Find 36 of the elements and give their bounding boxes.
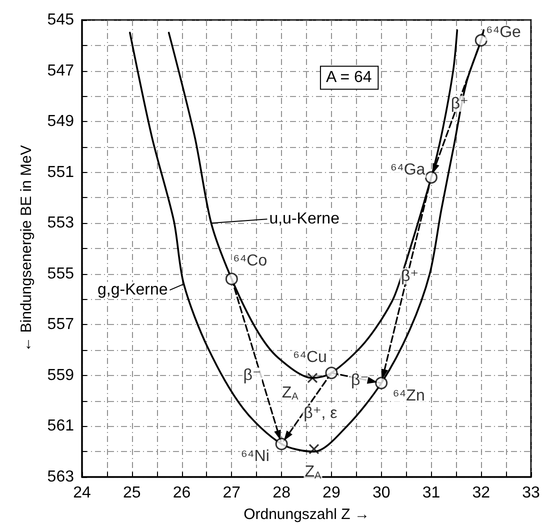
annotation: ⁶⁴Ge xyxy=(486,24,522,42)
y-tick-label: 545 xyxy=(47,12,74,28)
x-tick-label: 29 xyxy=(322,484,340,502)
y-tick-label: 553 xyxy=(47,214,74,232)
x-tick-label: 26 xyxy=(172,484,191,502)
y-tick-label: 557 xyxy=(47,316,74,334)
x-tick-label: 25 xyxy=(122,484,141,502)
x-tick-label: 24 xyxy=(73,484,91,502)
x-tick-label: 28 xyxy=(272,484,291,502)
y-tick-label: 551 xyxy=(47,164,74,181)
y-tick-label: 549 xyxy=(47,113,74,130)
legend-label: u,u-Kerne xyxy=(269,210,340,228)
annotation: β⁻ xyxy=(243,366,261,384)
annotation: ⁶⁴Ni xyxy=(240,448,270,466)
annotation: A = 64 xyxy=(326,69,372,86)
y-axis-title: ← Bindungsenergie BE in MeV xyxy=(18,145,35,352)
y-tick-label: 563 xyxy=(47,468,74,486)
y-tick-label: 555 xyxy=(47,265,74,282)
annotation: β⁺, ε xyxy=(304,405,338,422)
x-tick-label: 27 xyxy=(222,484,241,502)
x-tick-label: 32 xyxy=(472,484,490,502)
y-tick-label: 559 xyxy=(47,366,74,384)
x-tick-label: 31 xyxy=(422,484,440,502)
annotation: ⁶⁴Co xyxy=(233,252,268,270)
annotation: β⁺ xyxy=(400,268,419,285)
x-tick-label: 33 xyxy=(522,484,540,502)
y-tick-label: 561 xyxy=(47,418,74,435)
annotation: ⁶⁴Cu xyxy=(293,349,327,366)
series-label: g,g-Kerne xyxy=(98,282,168,299)
annotation: ⁶⁴Ga xyxy=(390,161,426,178)
y-tick-label: 547 xyxy=(47,62,74,80)
annotation: ⁶⁴Zn xyxy=(392,387,425,404)
annotation: β⁻ xyxy=(351,372,369,390)
annotation: β⁺ xyxy=(450,95,468,112)
x-axis-title: Ordnungszahl Z → xyxy=(244,506,370,523)
x-tick-label: 30 xyxy=(372,484,390,502)
